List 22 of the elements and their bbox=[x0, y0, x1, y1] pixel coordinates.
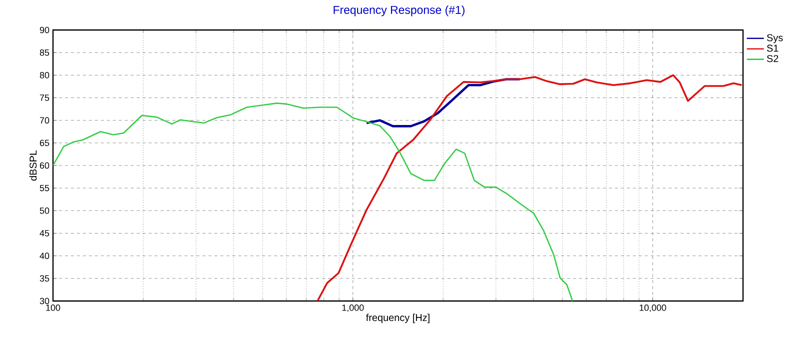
x-tick-label: 10,000 bbox=[640, 304, 666, 312]
x-axis-title: frequency [Hz] bbox=[366, 314, 430, 324]
legend-label: S2 bbox=[766, 55, 778, 62]
y-tick-label: 35 bbox=[40, 275, 50, 282]
y-tick-label: 30 bbox=[40, 298, 50, 304]
y-tick-label: 75 bbox=[40, 94, 50, 101]
y-axis-title: dBSPL bbox=[29, 150, 37, 181]
y-tick-label: 85 bbox=[40, 49, 50, 56]
y-tick-label: 60 bbox=[40, 162, 50, 169]
y-tick-label: 80 bbox=[40, 72, 50, 78]
x-tick-label: 100 bbox=[46, 304, 60, 311]
legend-label: S1 bbox=[766, 44, 778, 52]
y-tick-label: 65 bbox=[40, 140, 50, 146]
y-tick-label: 50 bbox=[40, 207, 50, 214]
y-tick-label: 45 bbox=[40, 230, 50, 236]
chart-title: Frequency Response (#1) bbox=[334, 6, 464, 16]
x-tick-label: 1,000 bbox=[342, 304, 364, 312]
y-tick-label: 55 bbox=[40, 184, 50, 192]
y-tick-label: 70 bbox=[40, 117, 50, 124]
y-tick-label: 40 bbox=[40, 252, 50, 260]
legend-label: Sys bbox=[766, 34, 783, 44]
y-tick-label: 90 bbox=[40, 26, 50, 34]
